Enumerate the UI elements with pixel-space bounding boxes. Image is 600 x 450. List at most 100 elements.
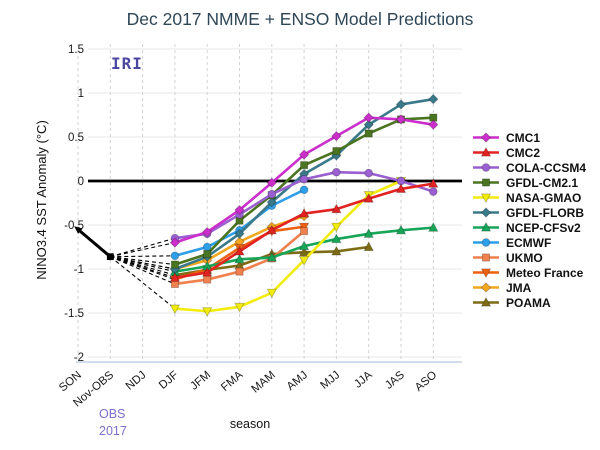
point-COLA-CCSM4-JJA xyxy=(364,168,374,178)
legend-item-ECMWF[interactable]: ECMWF xyxy=(471,235,586,250)
legend-item-CMC2[interactable]: CMC2 xyxy=(471,145,586,160)
point-CMC1-JFM xyxy=(201,226,213,238)
fan-lines xyxy=(109,237,176,310)
legend-label-NCEP-CFSv2: NCEP-CFSv2 xyxy=(506,220,581,235)
point-GFDL-FLORB-ASO xyxy=(428,93,439,105)
legend-item-POAMA[interactable]: POAMA xyxy=(471,295,586,310)
point-GFDL-FLORB-JAS xyxy=(395,99,407,110)
y-tick-label: 1.5 xyxy=(68,44,84,56)
legend-marker-GFDL-CM2.1 xyxy=(481,178,491,187)
legend-item-CMC1[interactable]: CMC1 xyxy=(471,130,586,145)
legend-marker-NASA-GMAO xyxy=(480,193,492,204)
legend-marker-icon-UKMO xyxy=(473,253,499,262)
x-tick-label: AMJ xyxy=(285,369,310,393)
point-CMC2-FMA xyxy=(234,245,245,256)
point-CMC1-JJA xyxy=(363,112,374,123)
y-tick-label: 0 xyxy=(78,176,84,188)
series-CMC2 xyxy=(169,177,439,282)
fan-line-JMA xyxy=(110,256,176,270)
legend-item-NCEP-CFSv2[interactable]: NCEP-CFSv2 xyxy=(471,220,586,235)
legend-marker-icon-ECMWF xyxy=(473,238,499,247)
point-ECMWF-AMJ xyxy=(299,185,309,195)
point-CMC2-ASO xyxy=(428,177,439,188)
point-CMC2-DJF xyxy=(169,272,181,282)
fan-line-COLA-CCSM4 xyxy=(110,237,176,258)
point-COLA-CCSM4-MJJ xyxy=(332,167,341,177)
legend-marker-icon-NASA-GMAO xyxy=(473,193,499,204)
fan-line-ECMWF xyxy=(110,255,175,258)
point-COLA-CCSM4-ASO xyxy=(428,187,438,196)
legend-item-Meteo France[interactable]: Meteo France xyxy=(471,265,586,280)
legend-item-COLA-CCSM4[interactable]: COLA-CCSM4 xyxy=(471,160,586,175)
point-NASA-GMAO-JFM xyxy=(201,307,213,317)
obs-annotation: OBS 2017 xyxy=(99,406,127,440)
legend-marker-GFDL-FLORB xyxy=(480,207,492,218)
point-CMC1-DJF xyxy=(169,237,181,248)
legend-item-UKMO[interactable]: UKMO xyxy=(471,250,586,265)
legend: CMC1 CMC2 COLA-CCSM4 GFDL-CM2.1 NASA-GMAO GFD… xyxy=(471,130,586,310)
point-NASA-GMAO-FMA xyxy=(234,302,245,313)
x-tick-label: JFM xyxy=(188,369,213,393)
legend-marker-POAMA xyxy=(480,296,492,307)
x-tick-label: NDJ xyxy=(124,369,149,393)
point-POAMA-AMJ xyxy=(298,246,310,257)
legend-label-UKMO: UKMO xyxy=(506,250,543,265)
point-NCEP-CFSv2-FMA xyxy=(234,253,245,264)
legend-marker-icon-POAMA xyxy=(473,296,499,307)
legend-marker-NCEP-CFSv2 xyxy=(480,221,492,232)
point-NASA-GMAO-MAM xyxy=(266,288,278,299)
legend-label-ECMWF: ECMWF xyxy=(506,235,552,250)
point-GFDL-CM2.1-MJJ xyxy=(332,147,341,156)
point-CMC2-AMJ xyxy=(298,207,310,218)
obs-arrowhead xyxy=(74,226,83,234)
x-tick-label: SON xyxy=(57,369,84,394)
point-NCEP-CFSv2-JAS xyxy=(395,224,407,235)
x-tick-label: JAS xyxy=(383,369,407,392)
legend-marker-icon-CMC1 xyxy=(473,132,499,143)
legend-label-NASA-GMAO: NASA-GMAO xyxy=(506,190,582,205)
point-GFDL-CM2.1-AMJ xyxy=(300,161,309,170)
legend-marker-Meteo France xyxy=(480,268,492,279)
point-NASA-GMAO-AMJ xyxy=(298,256,310,266)
fan-line-Meteo France xyxy=(110,256,176,281)
legend-marker-icon-NCEP-CFSv2 xyxy=(473,221,499,232)
y-axis-title: NINO3.4 SST Anomaly (°C) xyxy=(34,120,49,280)
legend-item-NASA-GMAO[interactable]: NASA-GMAO xyxy=(471,190,586,205)
legend-marker-COLA-CCSM4 xyxy=(481,163,491,172)
legend-marker-icon-GFDL-FLORB xyxy=(473,207,499,218)
point-CMC2-MJJ xyxy=(331,203,342,214)
point-CMC2-JFM xyxy=(201,266,213,277)
point-NCEP-CFSv2-ASO xyxy=(428,221,439,232)
legend-label-Meteo France: Meteo France xyxy=(506,265,584,280)
legend-marker-CMC2 xyxy=(480,146,492,157)
y-tick-label: 0.5 xyxy=(68,132,84,144)
x-tick-label: MAM xyxy=(249,369,277,395)
legend-label-GFDL-FLORB: GFDL-FLORB xyxy=(506,205,584,220)
point-NCEP-CFSv2-JJA xyxy=(363,228,374,238)
point-NCEP-CFSv2-MAM xyxy=(266,251,278,262)
point-CMC1-JAS xyxy=(395,114,407,125)
legend-marker-ECMWF xyxy=(481,238,491,247)
legend-marker-icon-COLA-CCSM4 xyxy=(473,163,499,172)
obs-line xyxy=(74,226,114,261)
series-CMC1 xyxy=(169,112,439,248)
legend-item-GFDL-CM2.1[interactable]: GFDL-CM2.1 xyxy=(471,175,586,190)
point-CMC2-JJA xyxy=(363,192,374,203)
point-GFDL-FLORB-MAM xyxy=(266,196,278,208)
chart-title: Dec 2017 NMME + ENSO Model Predictions xyxy=(126,9,474,29)
x-tick-label: MJJ xyxy=(318,369,342,392)
point-NASA-GMAO-DJF xyxy=(169,304,181,315)
point-CMC1-AMJ xyxy=(298,149,310,160)
point-POAMA-MJJ xyxy=(331,245,342,256)
legend-item-GFDL-FLORB[interactable]: GFDL-FLORB xyxy=(471,205,586,220)
fan-line-GFDL-CM2.1 xyxy=(110,256,175,266)
point-GFDL-CM2.1-JJA xyxy=(364,129,373,138)
point-POAMA-JJA xyxy=(363,241,374,252)
point-CMC1-ASO xyxy=(428,119,439,130)
legend-item-JMA[interactable]: JMA xyxy=(471,280,586,295)
fan-line-NASA-GMAO xyxy=(109,256,176,310)
obs-nov-marker xyxy=(106,253,114,261)
x-tick-label: DJF xyxy=(157,369,181,392)
